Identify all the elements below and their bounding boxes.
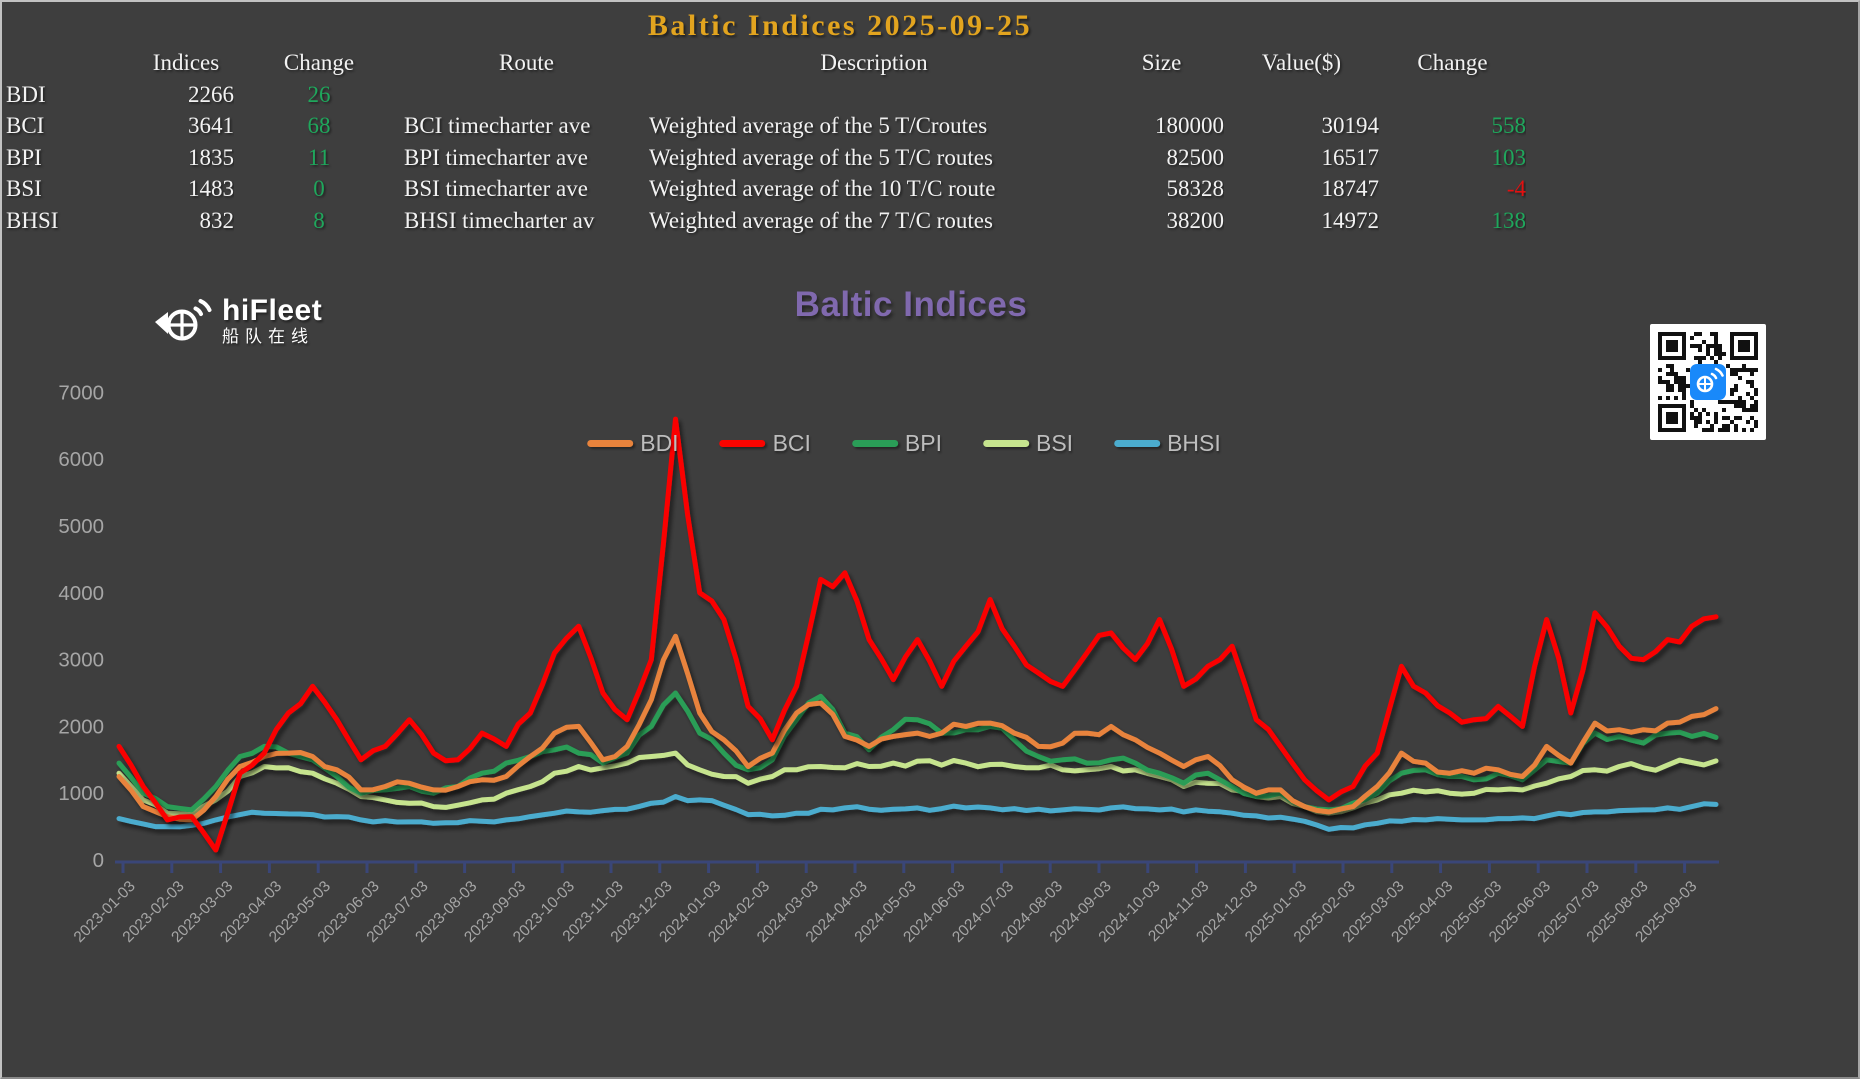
legend-item-bdi: BDI	[587, 430, 679, 457]
cell-description: Weighted average of the 5 T/C routes	[649, 144, 993, 170]
column-header-change: Change	[1417, 49, 1488, 75]
table-row-bci: BCI 3641 68 BCI timecharter ave Weighted ave…	[6, 111, 1526, 143]
cell-index-name: BDI	[6, 81, 46, 107]
cell-change: 11	[307, 144, 331, 170]
cell-change2: -4	[1506, 176, 1526, 202]
cell-change: 8	[313, 207, 325, 233]
legend-item-bpi: BPI	[851, 430, 942, 457]
table-header-row: Indices Change Route Description Size Value($…	[6, 46, 1526, 79]
y-tick-label: 5000	[58, 515, 104, 538]
hifleet-logo: hiFleet 船队在线	[152, 292, 322, 350]
cell-size: 82500	[1166, 144, 1225, 170]
cell-size: 180000	[1155, 113, 1224, 139]
legend-label: BCI	[772, 430, 811, 456]
cell-change2: 138	[1491, 207, 1527, 233]
cell-indices: 3641	[188, 113, 234, 139]
table-row-bpi: BPI 1835 11 BPI timecharter ave Weighted ave…	[6, 142, 1526, 174]
legend-swatch-bci	[719, 440, 766, 447]
cell-change2: 103	[1491, 144, 1527, 170]
cell-indices: 2266	[188, 81, 234, 107]
cell-index-name: BPI	[6, 144, 42, 170]
cell-value: 18747	[1321, 176, 1380, 202]
legend-label: BSI	[1036, 430, 1074, 456]
cell-route: BSI timecharter ave	[404, 176, 588, 202]
column-header-description: Description	[820, 49, 928, 75]
legend-label: BPI	[904, 430, 942, 456]
cell-route: BHSI timecharter av	[404, 207, 595, 233]
cell-change: 0	[313, 176, 325, 202]
column-header-value-: Value($)	[1261, 49, 1342, 75]
y-tick-label: 3000	[58, 649, 104, 672]
series-line-bhsi	[116, 794, 1719, 832]
table-row-bsi: BSI 1483 0 BSI timecharter ave Weighted aver…	[6, 174, 1526, 206]
cell-value: 14972	[1321, 207, 1380, 233]
cell-size: 38200	[1166, 207, 1225, 233]
cell-index-name: BSI	[6, 176, 42, 202]
legend-label: BHSI	[1167, 430, 1221, 456]
table-row-bdi: BDI 2266 26	[6, 79, 1526, 111]
chart-legend: BDI BCI BPI BSI BHSI	[587, 430, 1221, 457]
legend-item-bsi: BSI	[983, 430, 1073, 457]
cell-index-name: BCI	[6, 113, 45, 139]
legend-item-bci: BCI	[719, 430, 811, 457]
y-tick-label: 6000	[58, 448, 104, 471]
qr-code	[1650, 324, 1766, 440]
hifleet-logo-icon	[155, 299, 212, 341]
column-header-change: Change	[283, 49, 355, 75]
cell-change: 26	[307, 81, 331, 107]
legend-item-bhsi: BHSI	[1114, 430, 1221, 457]
cell-change2: 558	[1491, 113, 1527, 139]
legend-label: BDI	[640, 430, 679, 456]
cell-route: BPI timecharter ave	[404, 144, 588, 170]
y-tick-label: 0	[93, 849, 104, 872]
qr-pattern	[1658, 332, 1758, 432]
cell-value: 30194	[1321, 113, 1380, 139]
report-title: Baltic Indices 2025-09-25	[647, 9, 1033, 42]
legend-swatch-bsi	[983, 440, 1029, 447]
column-header-indices: Indices	[152, 49, 220, 75]
legend-swatch-bdi	[587, 440, 634, 447]
indices-table: Indices Change Route Description Size Value($…	[6, 46, 1526, 237]
series-line-bci	[116, 416, 1719, 853]
y-tick-label: 4000	[58, 582, 104, 605]
series-line-bdi	[116, 633, 1719, 823]
cell-value: 16517	[1321, 144, 1380, 170]
y-tick-label: 1000	[58, 782, 104, 805]
column-header-route: Route	[499, 49, 554, 75]
cell-size: 58328	[1166, 176, 1225, 202]
hifleet-logo-subtitle: 船队在线	[222, 326, 314, 346]
qr-center-logo-icon	[1696, 367, 1724, 393]
cell-indices: 1835	[188, 144, 234, 170]
cell-description: Weighted average of the 10 T/C route	[649, 176, 996, 202]
cell-indices: 1483	[188, 176, 234, 202]
legend-swatch-bpi	[851, 440, 898, 447]
y-tick-label: 7000	[58, 381, 104, 404]
series-line-bsi	[116, 750, 1719, 818]
cell-description: Weighted average of the 5 T/Croutes	[649, 113, 988, 139]
cell-index-name: BHSI	[6, 207, 59, 233]
column-header-size: Size	[1141, 49, 1182, 75]
cell-change: 68	[307, 113, 331, 139]
series-line-bpi	[116, 690, 1719, 813]
cell-description: Weighted average of the 7 T/C routes	[649, 207, 993, 233]
chart-title: Baltic Indices	[794, 285, 1028, 324]
cell-indices: 832	[199, 207, 235, 233]
table-row-bhsi: BHSI 832 8 BHSI timecharter av Weighted aver…	[6, 205, 1526, 237]
y-tick-label: 2000	[58, 715, 104, 738]
cell-route: BCI timecharter ave	[404, 113, 591, 139]
hifleet-logo-text: hiFleet	[222, 293, 323, 327]
legend-swatch-bhsi	[1114, 440, 1161, 447]
